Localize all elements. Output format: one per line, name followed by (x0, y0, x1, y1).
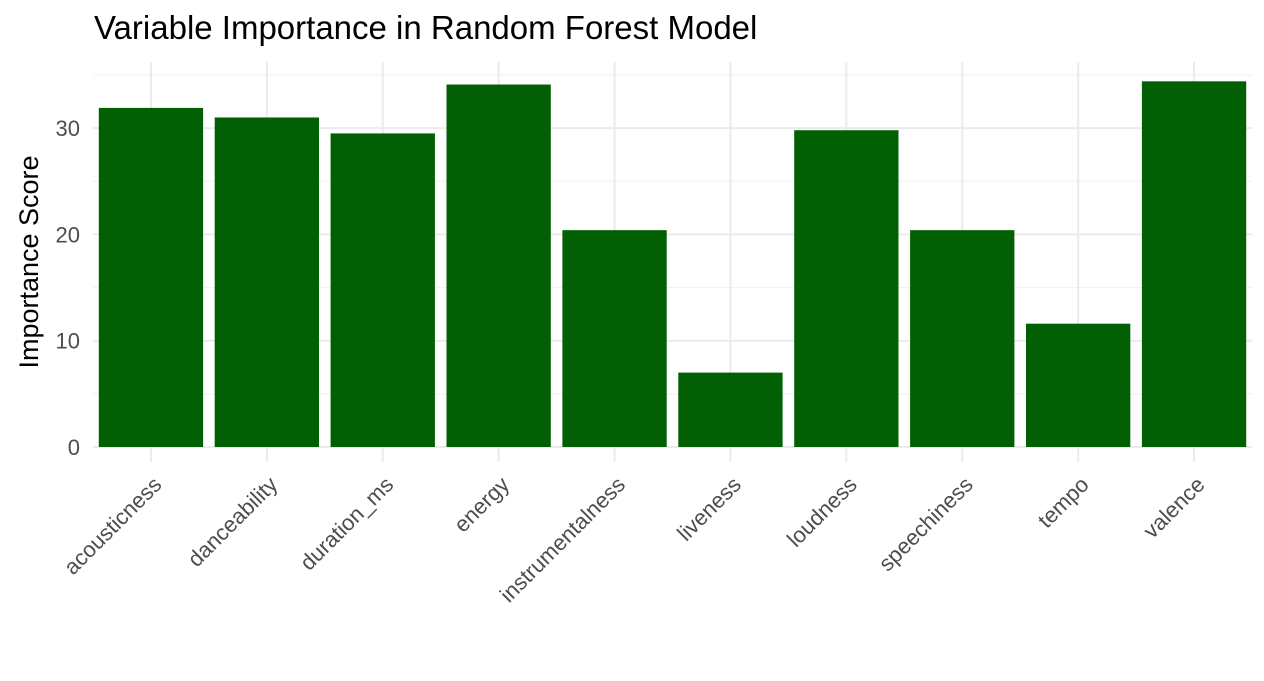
x-tick-label: danceability (183, 472, 283, 572)
bars (98, 81, 1247, 448)
bar-liveness (678, 372, 783, 447)
x-axis-ticks: acousticness danceability duration_ms energ… (59, 472, 1210, 607)
bar-instrumentalness (562, 230, 667, 447)
bar-loudness (794, 130, 899, 447)
bar-tempo (1025, 323, 1131, 447)
x-tick-label: liveness (672, 472, 746, 546)
bar-danceability (214, 117, 320, 447)
bar-speechiness (910, 230, 1015, 447)
y-axis-label: Importance Score (14, 155, 44, 368)
x-tick-label: valence (1138, 472, 1209, 543)
bar-valence (1141, 81, 1247, 447)
x-tick-label: duration_ms (295, 472, 398, 575)
x-tick-label: loudness (782, 472, 862, 552)
x-tick-label: acousticness (59, 472, 167, 580)
y-tick-label: 20 (56, 222, 80, 247)
x-tick-label: tempo (1033, 472, 1094, 533)
y-tick-label: 0 (68, 435, 80, 460)
y-tick-label: 10 (56, 329, 80, 354)
y-tick-label: 30 (56, 116, 80, 141)
bar-acousticness (98, 107, 204, 447)
y-axis-ticks: 0 10 20 30 (56, 116, 80, 460)
x-tick-label: speechiness (874, 472, 978, 576)
x-tick-label: instrumentalness (495, 472, 630, 607)
chart-title: Variable Importance in Random Forest Mod… (94, 9, 757, 46)
bar-duration_ms (330, 133, 435, 448)
bar-energy (446, 84, 551, 447)
x-tick-label: energy (449, 472, 514, 537)
